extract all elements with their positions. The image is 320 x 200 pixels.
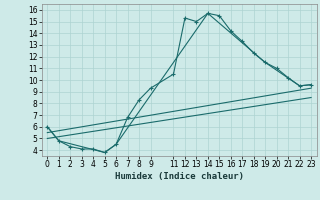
- X-axis label: Humidex (Indice chaleur): Humidex (Indice chaleur): [115, 172, 244, 181]
